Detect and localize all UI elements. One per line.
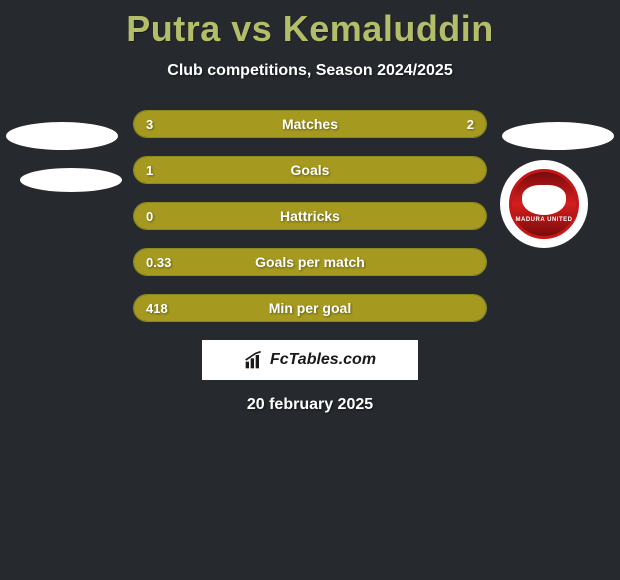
team-badge-name: MADURA UNITED bbox=[516, 217, 573, 223]
stat-label: Matches bbox=[134, 111, 486, 137]
stat-bar: 1Goals bbox=[133, 156, 487, 184]
stat-bar: 418Min per goal bbox=[133, 294, 487, 322]
stat-label: Goals bbox=[134, 157, 486, 183]
stat-bar: 0.33Goals per match bbox=[133, 248, 487, 276]
stat-label: Goals per match bbox=[134, 249, 486, 275]
comparison-subtitle: Club competitions, Season 2024/2025 bbox=[0, 62, 620, 80]
stat-value-right: 2 bbox=[467, 111, 474, 137]
stat-bar: 0Hattricks bbox=[133, 202, 487, 230]
player-right-avatar-placeholder bbox=[502, 122, 614, 150]
bull-icon bbox=[522, 185, 566, 215]
stat-label: Hattricks bbox=[134, 203, 486, 229]
player-left-avatar-placeholder-2 bbox=[20, 168, 122, 192]
team-badge-right: MADURA UNITED bbox=[500, 160, 588, 248]
comparison-date: 20 february 2025 bbox=[0, 396, 620, 414]
team-badge-crest: MADURA UNITED bbox=[509, 169, 579, 239]
stat-bar: 3Matches2 bbox=[133, 110, 487, 138]
content-area: MADURA UNITED 3Matches2 1Goals 0Hattricks 0… bbox=[0, 110, 620, 414]
comparison-title: Putra vs Kemaluddin bbox=[0, 0, 620, 50]
player-left-avatar-placeholder bbox=[6, 122, 118, 150]
branding-text: FcTables.com bbox=[270, 351, 376, 369]
chart-icon bbox=[244, 350, 264, 370]
branding-box: FcTables.com bbox=[202, 340, 418, 380]
stat-label: Min per goal bbox=[134, 295, 486, 321]
